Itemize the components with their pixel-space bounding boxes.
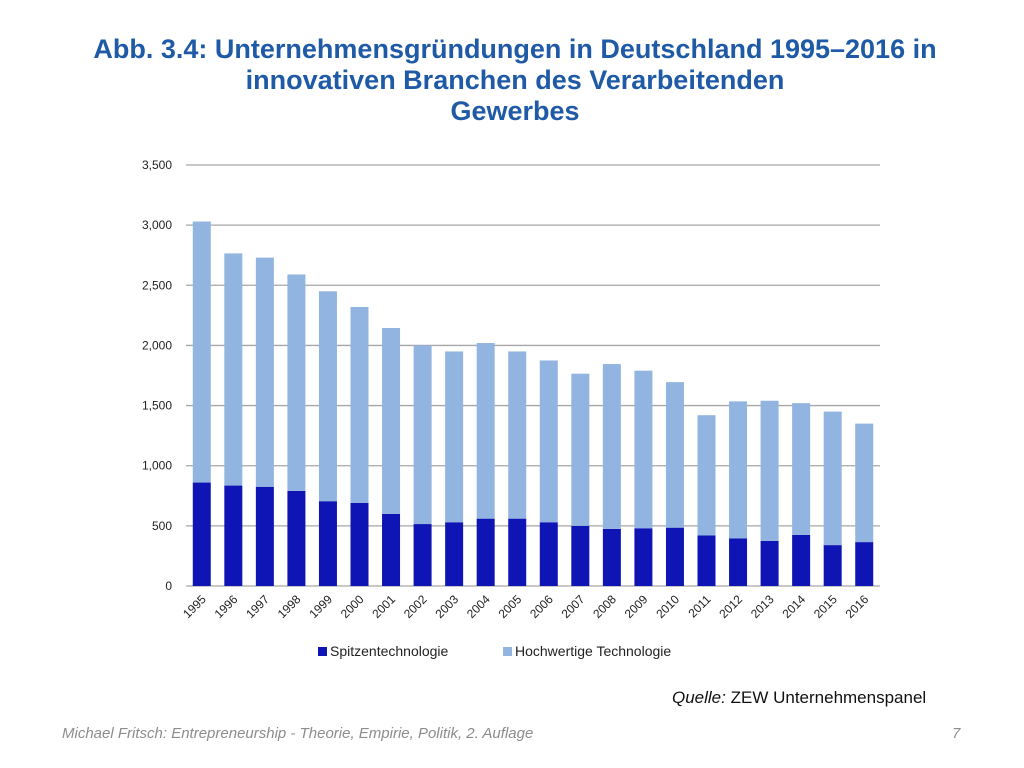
bar-hochwertige-technologie (445, 351, 464, 523)
x-tick-label: 2004 (464, 592, 493, 621)
bar-spitzentechnologie (318, 501, 337, 586)
bar-hochwertige-technologie (539, 360, 558, 523)
bar-hochwertige-technologie (571, 373, 590, 526)
x-tick-label: 2008 (590, 592, 619, 621)
bar-hochwertige-technologie (350, 306, 369, 504)
bar-spitzentechnologie (760, 540, 779, 586)
bar-hochwertige-technologie (255, 257, 274, 487)
x-tick-label: 1999 (306, 592, 335, 621)
bar-hochwertige-technologie (508, 351, 527, 519)
source-note: Quelle: ZEW Unternehmenspanel (672, 688, 926, 708)
legend: Spitzentechnologie Hochwertige Technologi… (318, 643, 671, 659)
bar-spitzentechnologie (413, 524, 432, 586)
legend-swatch (503, 647, 512, 656)
x-tick-label: 2015 (811, 592, 840, 621)
bar-hochwertige-technologie (287, 274, 306, 491)
bar-hochwertige-technologie (665, 382, 684, 528)
x-tick-label: 2013 (748, 592, 777, 621)
bar-spitzentechnologie (350, 503, 369, 586)
footer-citation: Michael Fritsch: Entrepreneurship - Theo… (62, 725, 534, 742)
y-tick-label: 3,500 (142, 158, 172, 172)
bar-hochwertige-technologie (729, 401, 748, 539)
slide-title: Abb. 3.4: Unternehmensgründungen in Deut… (40, 34, 990, 127)
y-axis-tick-labels: 0 500 1,000 1,500 2,000 2,500 3,000 3,500 (142, 158, 172, 593)
bar-hochwertige-technologie (413, 345, 432, 525)
bar-hochwertige-technologie (602, 364, 621, 529)
x-tick-label: 1998 (275, 592, 304, 621)
legend-label: Spitzentechnologie (330, 643, 449, 659)
bar-spitzentechnologie (823, 545, 842, 586)
bar-spitzentechnologie (855, 542, 874, 586)
bar-spitzentechnologie (697, 535, 716, 586)
y-tick-label: 1,000 (142, 459, 172, 473)
bar-hochwertige-technologie (634, 370, 653, 529)
x-tick-label: 2010 (653, 592, 682, 621)
title-line: Abb. 3.4: Unternehmensgründungen in Deut… (93, 34, 937, 64)
x-tick-label: 2012 (716, 592, 745, 621)
x-tick-label: 2011 (685, 592, 713, 620)
x-tick-label: 2001 (369, 592, 398, 621)
page-number: 7 (952, 725, 961, 742)
x-tick-label: 1997 (243, 592, 272, 621)
legend-swatch (318, 647, 327, 656)
x-tick-label: 2009 (622, 592, 651, 621)
y-tick-label: 2,500 (142, 278, 172, 292)
bar-hochwertige-technologie (792, 403, 811, 535)
x-tick-label: 1996 (212, 592, 241, 621)
title-line: innovativen Branchen des Verarbeitenden (245, 65, 785, 95)
x-tick-label: 2005 (496, 592, 525, 621)
x-tick-label: 2016 (843, 592, 872, 621)
x-tick-label: 2014 (779, 592, 808, 621)
bar-spitzentechnologie (602, 528, 621, 586)
x-axis-tick-labels: 1995 1996 1997 1998 1999 2000 2001 2002 2003 2004… (180, 592, 871, 621)
x-tick-label: 2006 (527, 592, 556, 621)
bar-hochwertige-technologie (760, 400, 779, 541)
bar-hochwertige-technologie (224, 253, 243, 486)
y-tick-label: 500 (152, 519, 172, 533)
bar-spitzentechnologie (382, 513, 401, 586)
y-tick-label: 1,500 (142, 399, 172, 413)
bar-spitzentechnologie (634, 528, 653, 586)
title-line: Gewerbes (450, 96, 580, 126)
bar-hochwertige-technologie (476, 343, 495, 519)
x-tick-label: 2002 (401, 592, 430, 621)
bar-hochwertige-technologie (382, 327, 401, 514)
source-text: ZEW Unternehmenspanel (725, 688, 927, 707)
bar-spitzentechnologie (445, 522, 464, 586)
bar-spitzentechnologie (539, 522, 558, 586)
source-label: Quelle: (672, 688, 726, 707)
bar-hochwertige-technologie (855, 423, 874, 543)
bar-hochwertige-technologie (318, 291, 337, 502)
bar-spitzentechnologie (665, 527, 684, 586)
bar-spitzentechnologie (571, 525, 590, 586)
bar-spitzentechnologie (287, 490, 306, 586)
bar-hochwertige-technologie (192, 221, 211, 483)
bar-hochwertige-technologie (697, 415, 716, 536)
y-tick-label: 3,000 (142, 218, 172, 232)
x-tick-label: 2007 (559, 592, 588, 621)
legend-label: Hochwertige Technologie (515, 643, 671, 659)
y-tick-label: 2,000 (142, 338, 172, 352)
bar-spitzentechnologie (224, 485, 243, 586)
bar-spitzentechnologie (792, 534, 811, 586)
x-tick-label: 1995 (180, 592, 209, 621)
x-tick-label: 2000 (338, 592, 367, 621)
bar-spitzentechnologie (192, 482, 211, 586)
bar-hochwertige-technologie (823, 411, 842, 546)
bar-spitzentechnologie (729, 538, 748, 586)
bar-spitzentechnologie (508, 518, 527, 586)
x-tick-label: 2003 (432, 592, 461, 621)
bar-spitzentechnologie (255, 486, 274, 586)
bars (192, 221, 874, 586)
bar-spitzentechnologie (476, 518, 495, 586)
y-tick-label: 0 (165, 579, 172, 593)
